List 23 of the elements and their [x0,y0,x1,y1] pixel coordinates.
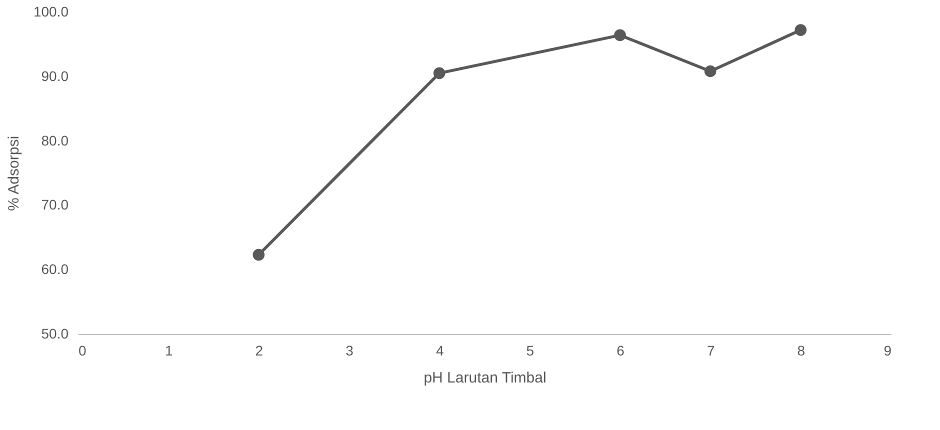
y-tick-label: 50.0 [41,326,69,342]
y-axis-title: % Adsorpsi [5,136,22,212]
y-tick-label: 100.0 [33,4,69,20]
x-tick-label: 3 [346,342,354,358]
x-tick-label: 6 [616,342,625,358]
y-tick-label: 90.0 [41,68,69,84]
y-tick-label: 80.0 [41,132,69,148]
point [433,67,446,80]
point [704,65,716,78]
point [614,29,626,42]
x-tick-label: 2 [255,342,264,358]
x-tick-label: 7 [706,342,715,358]
point [794,24,807,36]
x-axis-title: pH Larutan Timbal [424,370,546,386]
y-tick-label: 70.0 [41,196,69,213]
x-tick-label: 5 [526,342,534,358]
x-tick-label: 1 [164,342,173,358]
y-tick-label: 60.0 [41,261,69,278]
x-tick-label: 9 [884,342,892,358]
x-tick-label: 4 [436,342,444,358]
point [252,248,265,261]
x-tick-label: 8 [797,342,806,358]
x-tick-label: 0 [78,342,86,358]
